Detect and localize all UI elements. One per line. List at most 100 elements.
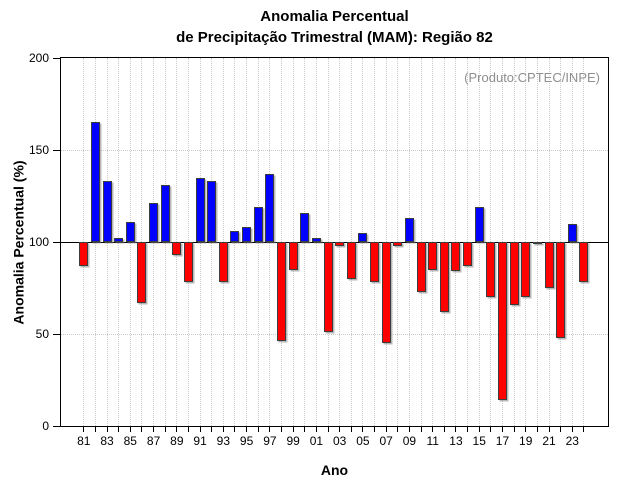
y-tick	[53, 149, 60, 151]
bar-97	[265, 173, 275, 242]
bar-09	[404, 218, 414, 242]
x-tick-label: 11	[426, 434, 439, 448]
x-tick	[327, 427, 329, 432]
bar-85	[125, 221, 135, 242]
x-tick	[281, 427, 282, 432]
x-tick	[408, 427, 410, 432]
bar-04	[346, 242, 356, 279]
bar-13	[451, 242, 461, 272]
bars-layer	[61, 58, 608, 426]
bar-10	[416, 242, 426, 292]
x-tick	[292, 427, 294, 432]
y-tick-label: 150	[28, 143, 49, 157]
x-tick-label: 85	[123, 434, 137, 448]
bar-11	[428, 242, 438, 270]
bar-81	[79, 242, 89, 266]
x-tick	[153, 427, 155, 432]
y-tick	[53, 57, 60, 59]
bar-84	[114, 238, 124, 242]
x-tick	[443, 427, 445, 432]
x-tick	[432, 427, 434, 432]
x-tick	[83, 427, 85, 432]
bar-89	[172, 242, 182, 255]
x-tick-label: 93	[216, 434, 231, 448]
bar-82	[90, 122, 100, 242]
bar-02	[323, 242, 333, 333]
x-tick	[455, 427, 457, 432]
x-tick-label: 19	[519, 434, 533, 448]
y-tick-label: 100	[28, 235, 49, 249]
x-tick	[234, 427, 236, 432]
y-tick-label: 0	[42, 419, 49, 433]
x-tick	[339, 427, 341, 432]
bar-92	[207, 181, 217, 242]
x-tick-label: 09	[402, 434, 417, 448]
bar-17	[497, 242, 507, 401]
x-tick-label: 01	[309, 434, 324, 448]
x-tick-label: 05	[356, 434, 370, 448]
x-tick	[222, 427, 224, 432]
x-tick	[548, 427, 550, 432]
plot-area: (Produto:CPTEC/INPE)	[60, 57, 609, 427]
bar-24	[579, 242, 589, 283]
bar-06	[370, 242, 380, 283]
bar-03	[335, 242, 345, 246]
x-tick	[397, 427, 399, 432]
bar-19	[521, 242, 531, 298]
x-tick-label: 97	[263, 434, 277, 448]
horizontal-gridline	[61, 150, 608, 151]
bar-22	[556, 242, 566, 338]
bar-99	[288, 242, 298, 270]
x-tick	[385, 427, 387, 432]
bar-00	[300, 212, 310, 242]
x-tick	[420, 427, 422, 432]
x-tick-label: 87	[146, 434, 161, 448]
x-tick	[536, 427, 538, 432]
y-tick-label: 50	[35, 327, 49, 341]
x-tick	[94, 427, 96, 432]
chart-title-line1: Anomalia Percentual	[260, 8, 409, 25]
y-tick-label: 200	[28, 51, 49, 65]
bar-83	[102, 181, 112, 242]
x-tick	[374, 427, 376, 432]
x-tick	[246, 427, 248, 432]
x-tick	[269, 427, 271, 432]
bar-86	[137, 242, 147, 303]
x-tick	[478, 427, 480, 432]
x-tick	[583, 427, 585, 432]
bar-90	[183, 242, 193, 283]
x-tick	[315, 427, 317, 432]
x-tick	[129, 427, 131, 432]
x-tick	[362, 427, 364, 432]
horizontal-gridline	[61, 334, 608, 335]
x-tick-label: 13	[449, 434, 463, 448]
x-tick	[501, 427, 503, 432]
x-tick	[490, 427, 492, 432]
x-tick-label: 91	[193, 434, 207, 448]
y-tick	[53, 241, 60, 243]
bar-07	[381, 242, 391, 344]
bar-14	[463, 242, 473, 266]
bar-93	[218, 242, 228, 283]
x-tick-label: 07	[379, 434, 393, 448]
bar-15	[474, 207, 484, 242]
x-tick	[304, 427, 306, 432]
x-tick	[199, 427, 201, 432]
bar-12	[439, 242, 449, 312]
x-tick	[560, 427, 562, 432]
x-tick-label: 03	[332, 434, 347, 448]
y-tick	[53, 425, 60, 427]
x-tick	[571, 427, 573, 432]
x-tick	[106, 427, 108, 432]
bar-87	[149, 203, 159, 242]
bar-05	[358, 232, 368, 242]
x-tick	[187, 427, 189, 432]
x-tick-label: 17	[495, 434, 510, 448]
product-annotation: (Produto:CPTEC/INPE)	[464, 70, 600, 85]
x-tick	[525, 427, 527, 432]
x-tick-label: 89	[170, 434, 184, 448]
bar-21	[544, 242, 554, 288]
x-tick-label: 99	[286, 434, 300, 448]
